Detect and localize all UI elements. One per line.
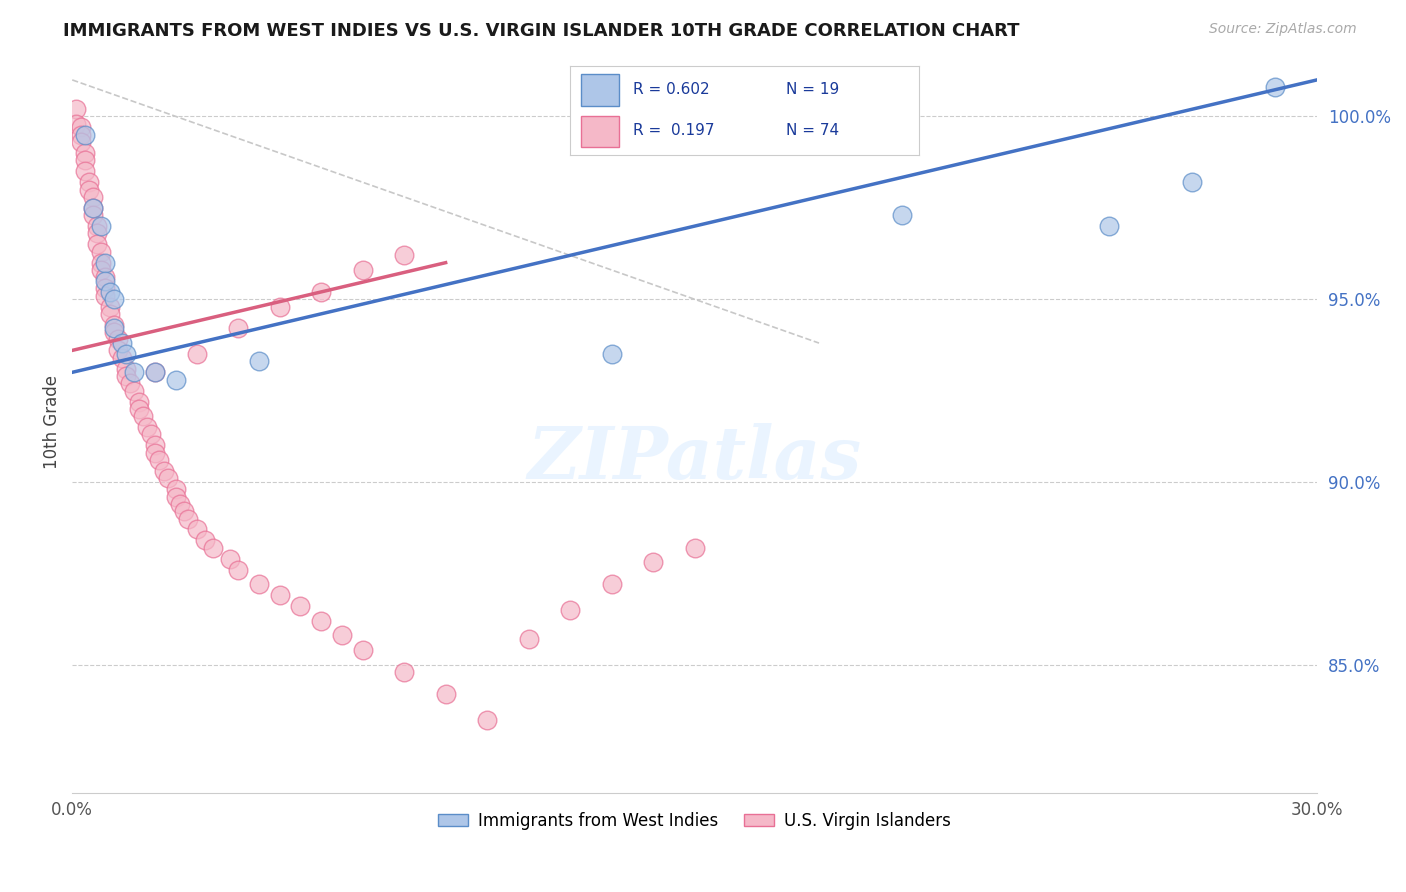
Point: [1098, 219, 1121, 234]
Text: ZIPatlas: ZIPatlas: [527, 424, 862, 494]
Point: [86, 219, 108, 234]
Point: [139, 427, 162, 442]
Point: [169, 497, 191, 511]
Point: [103, 318, 125, 332]
Point: [69, 120, 91, 135]
Point: [94, 274, 117, 288]
Point: [111, 351, 134, 365]
Point: [73, 146, 96, 161]
Point: [90, 244, 112, 259]
Point: [290, 599, 312, 614]
Point: [269, 588, 291, 602]
Point: [269, 300, 291, 314]
Point: [77, 183, 100, 197]
Point: [82, 201, 104, 215]
Point: [165, 483, 187, 497]
Point: [148, 453, 170, 467]
Point: [73, 128, 96, 142]
Point: [77, 175, 100, 189]
Point: [194, 533, 217, 548]
Point: [600, 577, 623, 591]
Point: [128, 401, 150, 416]
Point: [111, 336, 134, 351]
Point: [1181, 175, 1204, 189]
Point: [177, 511, 200, 525]
Point: [107, 333, 129, 347]
Point: [186, 347, 208, 361]
Point: [94, 288, 117, 302]
Point: [143, 365, 166, 379]
Point: [132, 409, 155, 424]
Point: [69, 128, 91, 142]
Point: [94, 270, 117, 285]
Point: [90, 263, 112, 277]
Point: [82, 208, 104, 222]
Text: IMMIGRANTS FROM WEST INDIES VS U.S. VIRGIN ISLANDER 10TH GRADE CORRELATION CHART: IMMIGRANTS FROM WEST INDIES VS U.S. VIRG…: [63, 22, 1019, 40]
Point: [143, 365, 166, 379]
Point: [143, 438, 166, 452]
Point: [202, 541, 225, 555]
Point: [90, 255, 112, 269]
Point: [103, 325, 125, 339]
Point: [124, 384, 146, 398]
Point: [309, 285, 332, 299]
Point: [247, 354, 270, 368]
Point: [517, 632, 540, 647]
Point: [165, 490, 187, 504]
Point: [94, 281, 117, 295]
Point: [226, 563, 249, 577]
Point: [475, 713, 498, 727]
Point: [98, 307, 121, 321]
Point: [309, 614, 332, 628]
Point: [65, 102, 87, 116]
Point: [103, 292, 125, 306]
Point: [247, 577, 270, 591]
Point: [330, 628, 353, 642]
Point: [94, 255, 117, 269]
Point: [73, 153, 96, 168]
Point: [392, 665, 415, 679]
Point: [115, 369, 138, 384]
Text: Source: ZipAtlas.com: Source: ZipAtlas.com: [1209, 22, 1357, 37]
Point: [683, 541, 706, 555]
Point: [186, 523, 208, 537]
Point: [86, 227, 108, 241]
Point: [103, 321, 125, 335]
Point: [1264, 80, 1286, 95]
Point: [120, 376, 142, 391]
Point: [891, 208, 914, 222]
Point: [98, 300, 121, 314]
Point: [392, 248, 415, 262]
Point: [107, 343, 129, 358]
Point: [600, 347, 623, 361]
Point: [98, 285, 121, 299]
Point: [82, 190, 104, 204]
Point: [73, 164, 96, 178]
Point: [226, 321, 249, 335]
Point: [352, 263, 374, 277]
Point: [434, 687, 457, 701]
Point: [173, 504, 195, 518]
Legend: Immigrants from West Indies, U.S. Virgin Islanders: Immigrants from West Indies, U.S. Virgin…: [432, 805, 957, 837]
Point: [152, 464, 174, 478]
Point: [156, 471, 179, 485]
Point: [352, 643, 374, 657]
Point: [128, 394, 150, 409]
Point: [135, 420, 157, 434]
Point: [82, 201, 104, 215]
Point: [219, 551, 242, 566]
Y-axis label: 10th Grade: 10th Grade: [44, 375, 60, 468]
Point: [115, 361, 138, 376]
Point: [69, 135, 91, 149]
Point: [641, 555, 664, 569]
Point: [124, 365, 146, 379]
Point: [86, 237, 108, 252]
Point: [558, 603, 581, 617]
Point: [165, 373, 187, 387]
Point: [90, 219, 112, 234]
Point: [115, 347, 138, 361]
Point: [65, 117, 87, 131]
Point: [143, 446, 166, 460]
